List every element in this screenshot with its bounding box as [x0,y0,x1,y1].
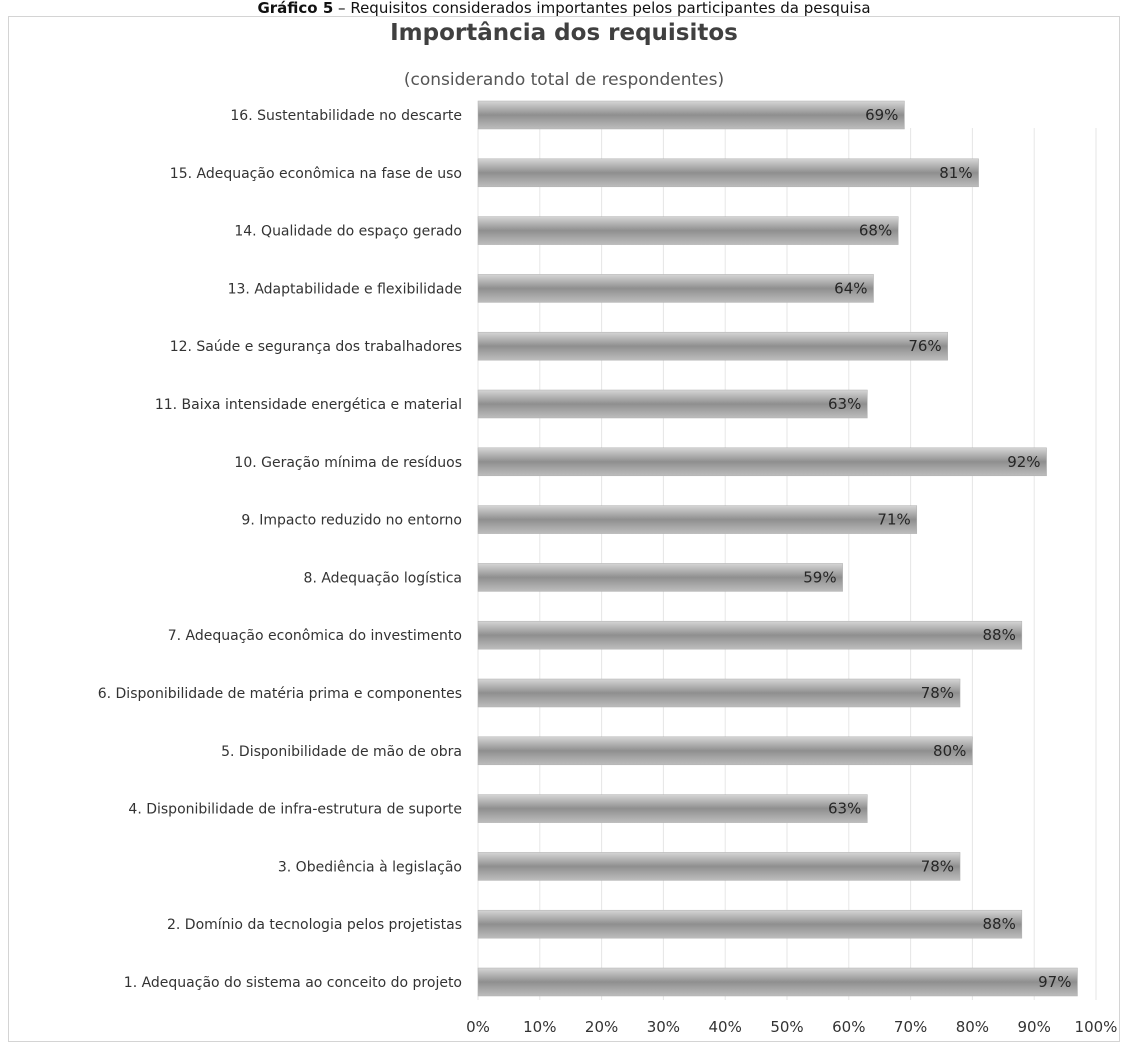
data-label: 71% [877,511,910,529]
bar [477,100,905,130]
category-label: 10. Geração mínima de resíduos [234,455,462,471]
bar [477,678,961,708]
data-label: 63% [828,800,861,818]
bars: 97% 88% 78% 63% 80% 78% 88% 59% 71% 92% 63% 76% 64% 6… [477,100,1078,997]
category-label: 9. Impacto reduzido no entorno [241,513,462,529]
data-label: 69% [865,106,898,124]
bar [477,736,973,766]
bar [477,909,1023,939]
bar [477,852,961,881]
data-label: 97% [1038,973,1071,991]
x-tick-label: 30% [647,1018,680,1036]
x-tick-label: 0% [466,1018,490,1036]
data-label: 80% [933,742,966,760]
bar [477,331,948,361]
x-tick-label: 40% [709,1018,742,1036]
data-label: 63% [828,395,861,413]
data-label: 59% [803,568,836,586]
category-label: 14. Qualidade do espaço gerado [234,224,462,240]
data-label: 81% [939,164,972,182]
x-tick-label: 80% [956,1018,989,1036]
x-tick-label: 20% [585,1018,618,1036]
figure-caption: Gráfico 5 – Requisitos considerados impo… [0,0,1128,16]
caption-number: Gráfico 5 [257,0,334,16]
category-label: 8. Adequação logística [304,570,462,586]
bar [477,274,874,303]
data-label: 78% [921,857,954,875]
bar [477,620,1023,650]
chart-title: Importância dos requisitos [390,20,738,46]
category-label: 12. Saúde e segurança dos trabalhadores [170,339,462,355]
bar [477,389,868,419]
category-label: 7. Adequação econômica do investimento [168,628,462,644]
data-label: 92% [1007,453,1040,471]
caption-text: – Requisitos considerados importantes pe… [333,0,871,16]
category-label: 15. Adequação econômica na fase de uso [170,166,462,182]
data-label: 88% [982,626,1015,644]
category-label: 1. Adequação do sistema ao conceito do p… [124,975,462,991]
data-label: 88% [982,915,1015,933]
bar [477,158,979,188]
category-label: 6. Disponibilidade de matéria prima e co… [98,686,462,702]
category-label: 11. Baixa intensidade energética e mater… [155,397,462,413]
data-label: 78% [921,684,954,702]
category-label: 3. Obediência à legislação [278,859,462,875]
x-tick-label: 90% [1018,1018,1051,1036]
bar [477,794,868,823]
x-axis-ticks: 0% 10% 20% 30% 40% 50% 60% 70% 80% 90% 100% [466,1018,1117,1036]
x-tick-label: 60% [832,1018,865,1036]
x-tick-label: 100% [1075,1018,1118,1036]
data-label: 64% [834,279,867,297]
category-labels: 1. Adequação do sistema ao conceito do p… [98,108,462,991]
category-label: 13. Adaptabilidade e flexibilidade [228,281,462,297]
category-label: 5. Disponibilidade de mão de obra [221,744,462,760]
x-tick-label: 70% [894,1018,927,1036]
bar [477,563,843,592]
bar [477,505,918,534]
bar [477,216,899,245]
x-tick-label: 10% [523,1018,556,1036]
chart-subtitle: (considerando total de respondentes) [403,70,725,90]
category-label: 2. Domínio da tecnologia pelos projetist… [167,917,462,933]
category-label: 4. Disponibilidade de infra-estrutura de… [128,802,462,818]
data-label: 68% [859,222,892,240]
bar [477,447,1047,477]
category-label: 16. Sustentabilidade no descarte [230,108,462,124]
data-label: 76% [908,337,941,355]
x-tick-label: 50% [770,1018,803,1036]
bar [477,967,1078,997]
